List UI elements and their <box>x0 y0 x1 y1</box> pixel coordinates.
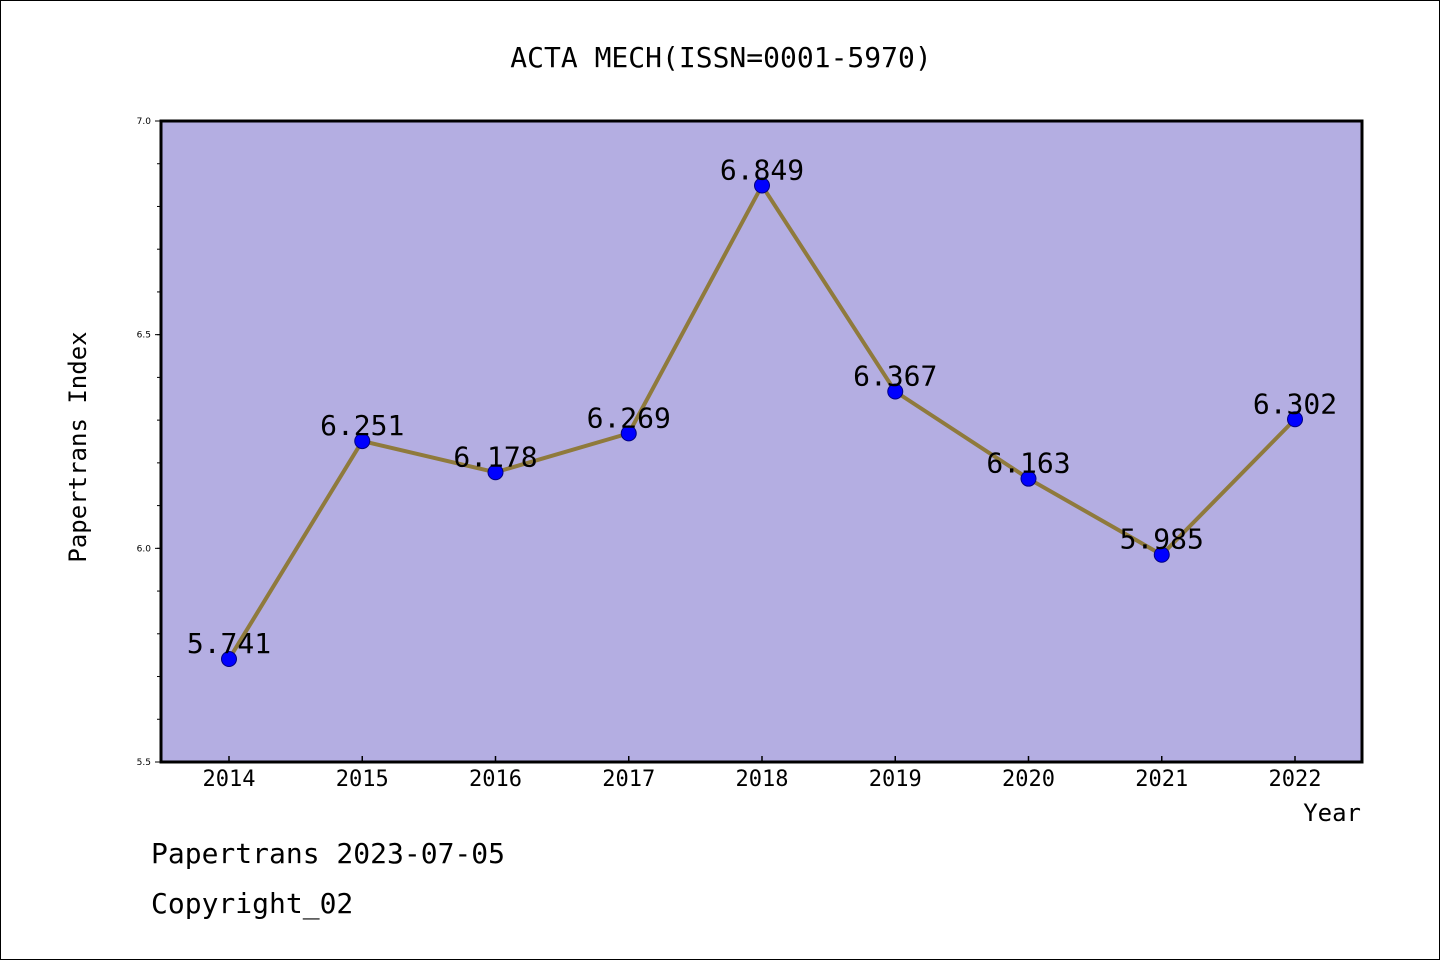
y-tick-label: 6.0 <box>137 544 152 554</box>
data-point <box>487 464 504 481</box>
x-tick-label: 2014 <box>203 767 256 792</box>
data-label: 6.269 <box>587 401 671 434</box>
data-label: 5.985 <box>1120 523 1204 556</box>
x-tick-label: 2020 <box>1002 767 1055 792</box>
axis-ticks: 5.5 6.0 6.5 7.0 2014 2015 2016 2017 2018 2019 2020… <box>137 117 1322 792</box>
footer-date-text: Papertrans 2023-07-05 <box>151 837 506 870</box>
data-label: 5.741 <box>187 627 271 660</box>
x-axis-label: Year <box>1303 799 1361 827</box>
y-tick-label: 7.0 <box>137 117 152 127</box>
data-label: 6.367 <box>853 360 937 393</box>
x-tick-label: 2019 <box>869 767 922 792</box>
x-tick-label: 2022 <box>1269 767 1322 792</box>
data-point <box>1287 411 1303 428</box>
x-tick-label: 2021 <box>1135 767 1188 792</box>
data-point <box>221 651 237 668</box>
data-label: 6.163 <box>986 447 1070 480</box>
data-point <box>754 177 770 194</box>
x-tick-label: 2015 <box>336 767 389 792</box>
data-point <box>1020 470 1037 487</box>
data-point <box>354 433 371 450</box>
x-tick-label: 2018 <box>736 767 789 792</box>
x-tick-label: 2017 <box>602 767 655 792</box>
data-label: 6.178 <box>453 440 537 473</box>
data-points <box>221 177 1303 668</box>
x-tick-label: 2016 <box>469 767 522 792</box>
data-point <box>887 383 904 400</box>
y-tick-label: 5.5 <box>137 758 151 768</box>
data-label: 6.849 <box>720 154 804 187</box>
footer-copyright-text: Copyright_02 <box>151 887 354 920</box>
data-labels: 5.741 6.251 6.178 6.269 6.849 6.367 6.163 5.985… <box>187 154 1337 660</box>
data-label: 6.302 <box>1253 387 1337 420</box>
y-axis-label: Papertrans Index <box>64 331 92 562</box>
y-tick-label: 6.5 <box>137 331 151 341</box>
chart-title: ACTA MECH(ISSN=0001-5970) <box>510 41 931 74</box>
data-point <box>1153 546 1170 563</box>
data-label: 6.251 <box>320 409 404 442</box>
data-point <box>620 425 637 442</box>
